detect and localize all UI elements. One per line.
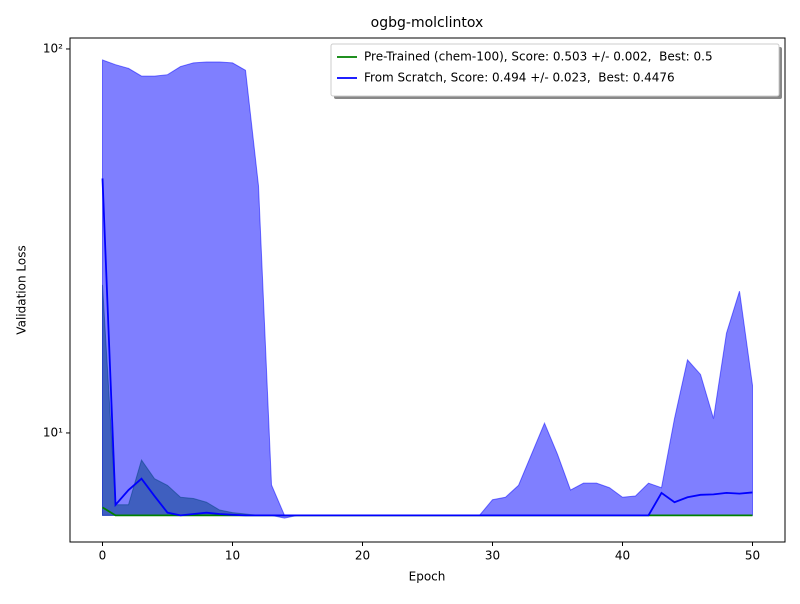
band	[102, 59, 753, 519]
x-tick-label: 40	[615, 549, 630, 563]
y-tick-label: 10²	[43, 41, 63, 55]
x-tick-label: 20	[355, 549, 370, 563]
x-tick-label: 50	[745, 549, 760, 563]
x-tick-label: 30	[485, 549, 500, 563]
x-tick-label: 10	[225, 549, 240, 563]
y-axis-label: Validation Loss	[15, 245, 29, 334]
axes-frame	[69, 37, 786, 543]
x-axis-label: Epoch	[409, 570, 446, 584]
plot-area	[101, 59, 753, 519]
line	[101, 178, 753, 517]
legend-label: Pre-Trained (chem-100), Score: 0.503 +/-…	[364, 50, 713, 64]
x-tick-label: 0	[99, 549, 107, 563]
legend-label: From Scratch, Score: 0.494 +/- 0.023, Be…	[364, 71, 675, 85]
chart-title: ogbg-molclintox	[371, 15, 484, 31]
legend-box	[330, 43, 780, 97]
y-tick-label: 10¹	[43, 425, 63, 439]
